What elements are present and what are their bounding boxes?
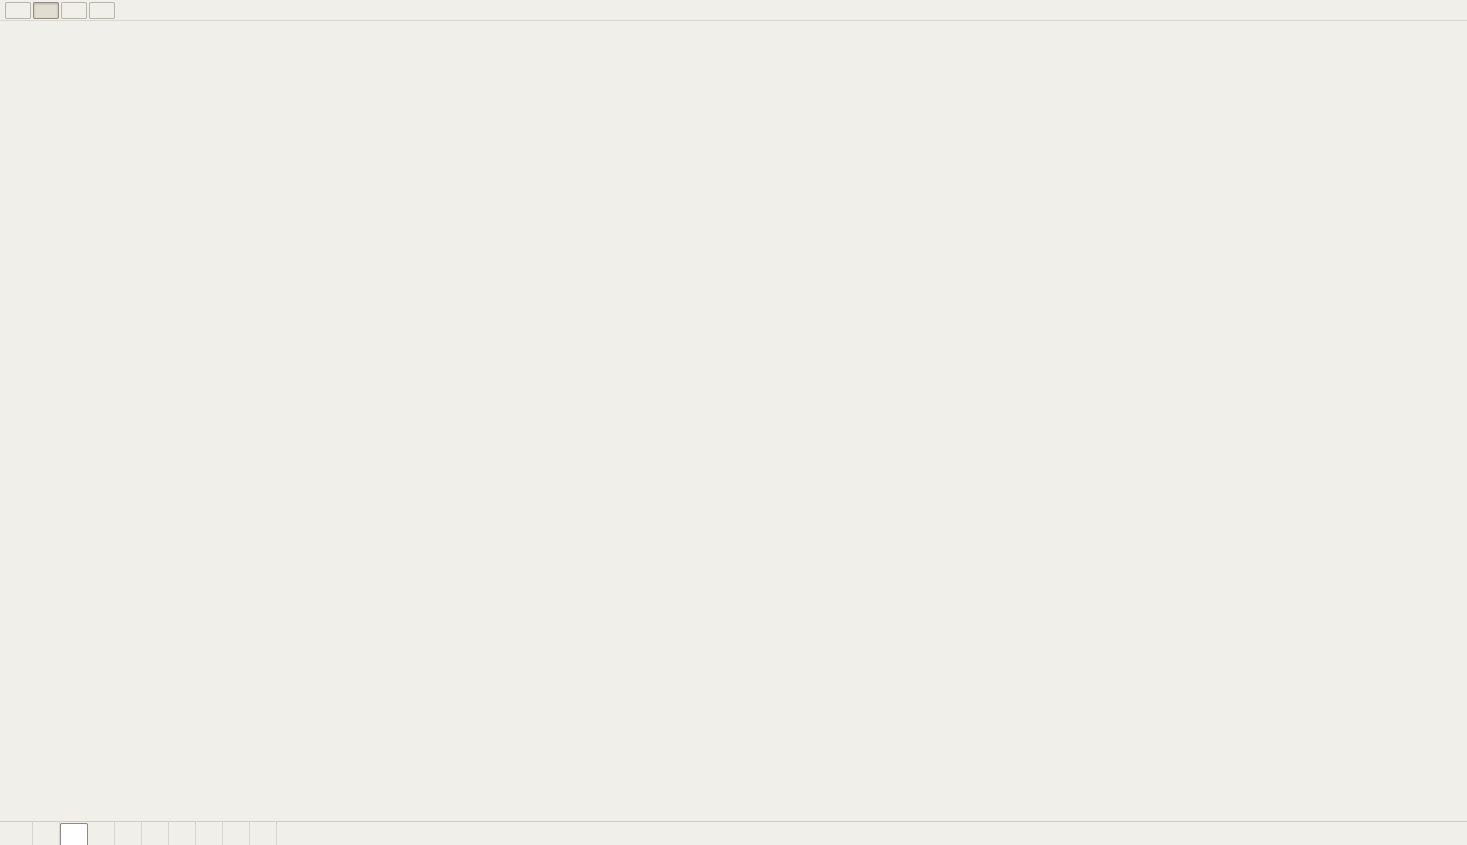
timeframe-w1-button[interactable]	[61, 1, 87, 19]
tab-eurchf-weekly[interactable]	[142, 822, 169, 845]
timeframe-d1-button[interactable]	[33, 1, 59, 19]
tab-eurusd-daily[interactable]	[6, 822, 33, 845]
chart-tab-bar	[0, 821, 1467, 845]
timeframe-mn-button[interactable]	[89, 1, 115, 19]
timeframe-toolbar	[0, 0, 1467, 21]
tab-ukoil-h4[interactable]	[223, 822, 250, 845]
tab-xauusd-weekly[interactable]	[169, 822, 196, 845]
tab-audusd-daily[interactable]	[33, 822, 60, 845]
macd-indicator-label	[11, 570, 18, 581]
tab-usdx-weekly[interactable]	[250, 822, 277, 845]
tab-gbpusd-h1[interactable]	[196, 822, 223, 845]
timeframe-h4-button[interactable]	[5, 1, 31, 19]
tab-usdcnh-daily[interactable]	[115, 822, 142, 845]
tab-usdchf-daily[interactable]	[60, 823, 88, 845]
tab-usdcad-daily[interactable]	[88, 822, 115, 845]
rsi-indicator-label	[11, 672, 18, 683]
